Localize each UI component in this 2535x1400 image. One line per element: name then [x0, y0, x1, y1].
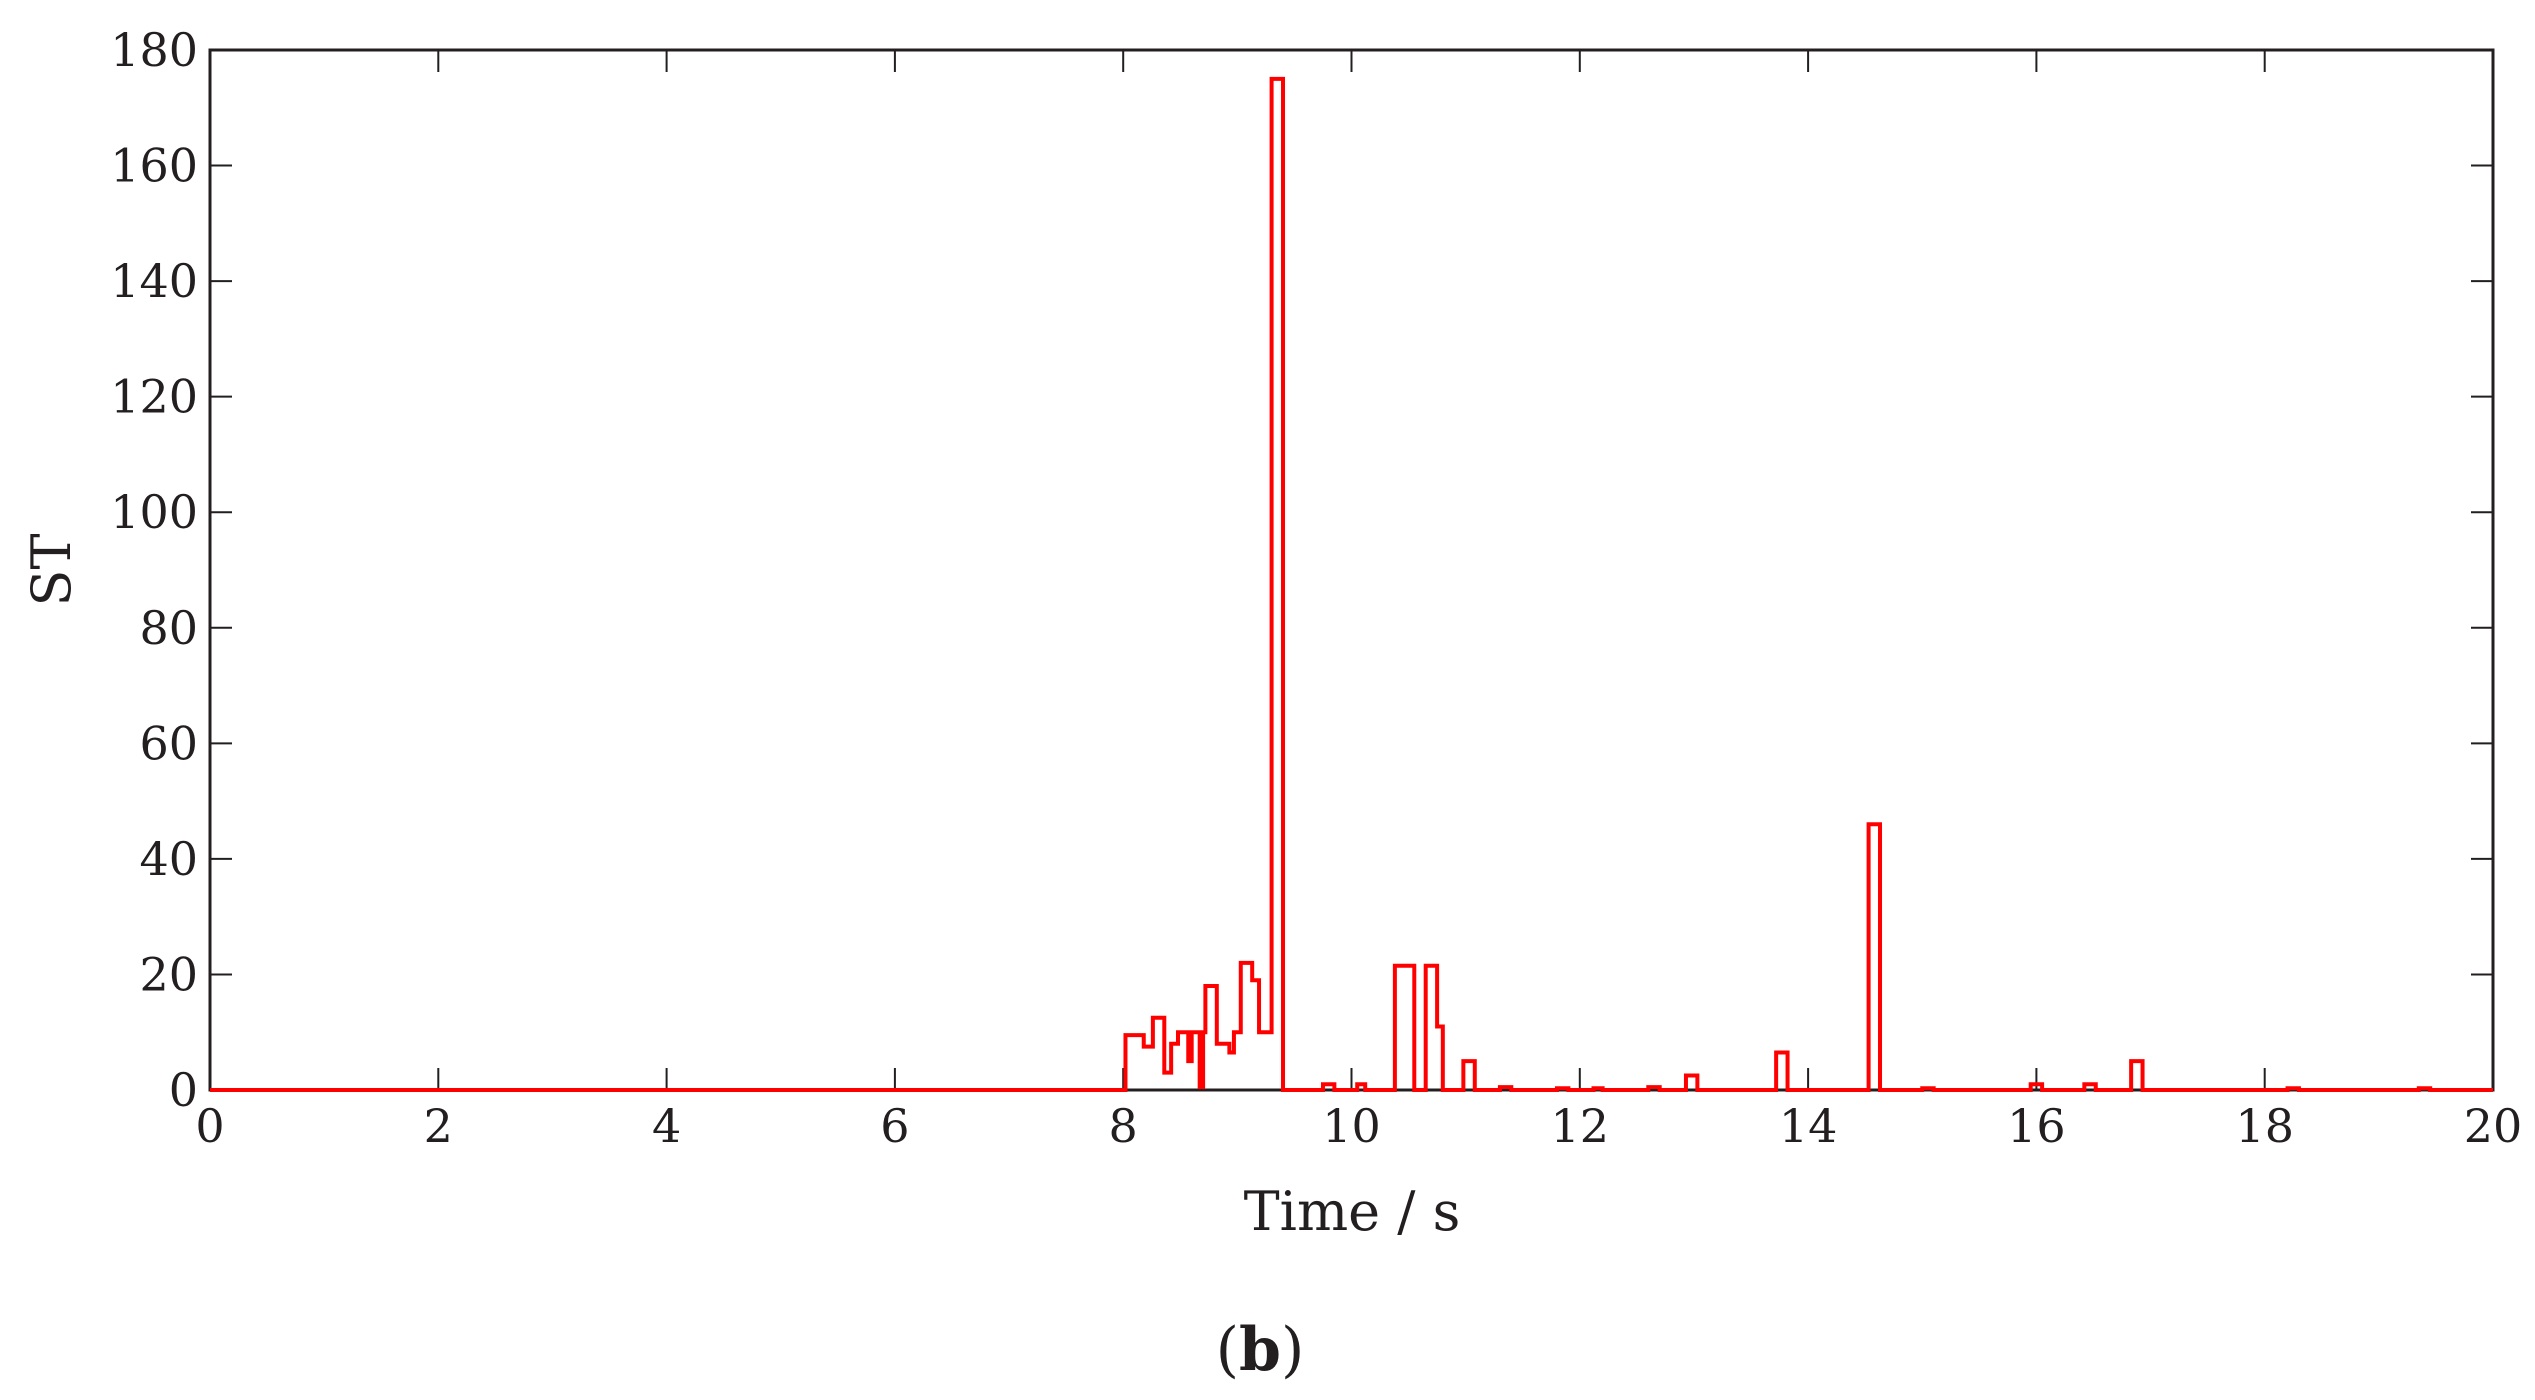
- series-layer: [210, 76, 2493, 1092]
- y-axis-label: ST: [20, 533, 83, 606]
- x-tick-label: 16: [2007, 1099, 2066, 1153]
- y-tick-label: 100: [110, 485, 198, 539]
- y-tick-label: 80: [139, 601, 198, 655]
- y-tick-label: 0: [169, 1063, 198, 1117]
- panel-label-close: ): [1281, 1315, 1304, 1385]
- y-tick-label: 140: [110, 254, 198, 308]
- y-tick-label: 160: [110, 139, 198, 193]
- x-axis-label: Time / s: [1244, 1180, 1461, 1243]
- series-line: [210, 76, 2493, 1092]
- panel-label-letter: b: [1239, 1315, 1281, 1385]
- ticks: 0 2 4 6 8 10 12 14 16 18 20 0 20 40 60 80 100 120 140 160 18…: [110, 23, 2522, 1153]
- panel-label-open: (: [1216, 1315, 1239, 1385]
- x-tick-label: 8: [1109, 1099, 1138, 1153]
- x-tick-label: 14: [1779, 1099, 1838, 1153]
- y-tick-label: 60: [139, 716, 198, 770]
- x-tick-label: 10: [1322, 1099, 1381, 1153]
- plot-area: [208, 48, 2495, 1092]
- x-tick-label: 6: [880, 1099, 909, 1153]
- y-tick-label: 180: [110, 23, 198, 77]
- x-tick-label: 12: [1551, 1099, 1610, 1153]
- x-tick-label: 20: [2464, 1099, 2523, 1153]
- x-tick-label: 0: [195, 1099, 224, 1153]
- y-tick-label: 120: [110, 370, 198, 424]
- x-tick-label: 2: [424, 1099, 453, 1153]
- panel-label: (b): [1216, 1315, 1305, 1385]
- x-tick-label: 4: [652, 1099, 681, 1153]
- y-tick-label: 20: [139, 947, 198, 1001]
- x-tick-label: 18: [2235, 1099, 2294, 1153]
- y-tick-label: 40: [139, 832, 198, 886]
